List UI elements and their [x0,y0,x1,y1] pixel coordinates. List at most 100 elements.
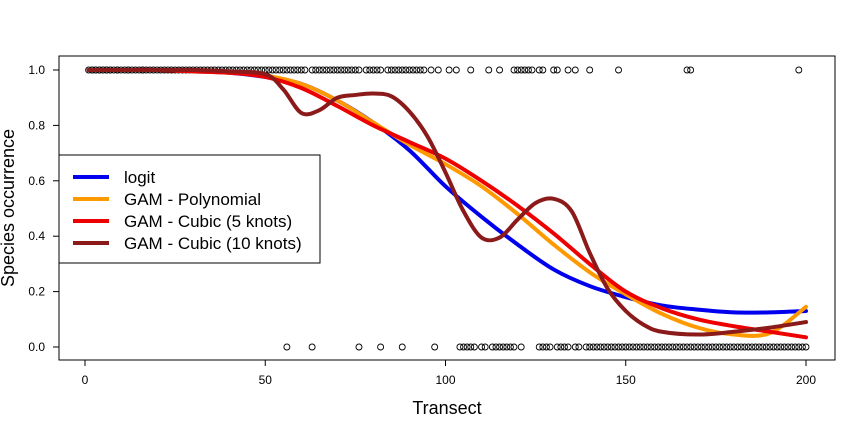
observation-point [301,66,309,74]
x-tick-label: 0 [82,373,89,387]
observation-point [290,66,298,74]
observation-point [629,343,637,351]
observation-point [687,66,695,74]
observation-point [406,66,413,74]
y-tick-label: 0.6 [28,174,45,188]
observation-point [456,343,464,351]
observation-point [618,343,626,351]
observation-point [564,66,572,74]
observation-point [297,66,305,74]
y-axis-title: Species occurrence [0,129,18,287]
observation-point [683,343,691,351]
observation-point [510,66,518,74]
observation-point [744,343,752,351]
observation-point [582,343,590,351]
y-tick-label: 1.0 [28,63,45,77]
observation-point [737,343,745,351]
observation-point [337,66,345,74]
observation-point [571,343,579,351]
observation-point [651,343,659,351]
observation-point [398,343,406,351]
observation-point [770,343,778,351]
observation-point [384,66,392,74]
observation-point [586,343,594,351]
observation-point [467,343,475,351]
observation-point [802,343,810,351]
observation-point [369,66,377,74]
observation-point [640,343,648,351]
observation-point [452,66,460,74]
observation-point [615,343,622,351]
observation-point [294,66,302,74]
observation-point [723,343,731,351]
observation-point [557,343,565,351]
observation-point [575,343,583,351]
observation-point [351,66,359,74]
observation-point [478,343,485,351]
observation-point [287,66,294,74]
observation-point [402,66,410,74]
observation-point [315,66,323,74]
observation-point [539,343,547,351]
observation-point [564,343,572,351]
observation-point [506,343,514,351]
observation-point [355,66,363,74]
observation-point [377,343,385,351]
observation-point [416,66,424,74]
observation-point [672,343,680,351]
observation-point [784,343,792,351]
observation-point [341,66,349,74]
observation-point [517,343,525,351]
observation-point [687,343,695,351]
x-tick-label: 50 [259,373,273,387]
observation-point [643,343,651,351]
observation-point [698,343,705,351]
observation-point [798,343,806,351]
y-tick-label: 0.0 [28,340,45,354]
observation-point [625,343,633,351]
observation-point [553,343,561,351]
observation-point [445,66,453,74]
observation-point [387,66,395,74]
observation-point [463,343,471,351]
observation-point [669,343,677,351]
observation-point [730,343,738,351]
observation-point [676,343,684,351]
observation-point [553,66,561,74]
observation-point [283,343,291,351]
observation-point [561,343,568,351]
observation-point [283,66,291,74]
observation-point [395,66,403,74]
observation-point [420,66,428,74]
legend-label: logit [124,168,155,187]
y-tick-label: 0.4 [28,229,45,243]
observation-point [748,343,756,351]
observation-point [496,343,504,351]
observation-point [344,66,352,74]
observation-point [726,343,734,351]
observation-point [571,66,579,74]
observation-point [488,343,496,351]
observation-point [517,66,525,74]
observation-point [705,343,713,351]
observation-point [539,66,547,74]
observation-point [427,66,435,74]
legend-label: GAM - Cubic (5 knots) [124,212,292,231]
observation-point [611,343,619,351]
observation-point [431,343,439,351]
observation-point [521,66,529,74]
legend: logit GAM - Polynomial GAM - Cubic (5 knot… [58,154,321,264]
observation-point [593,343,601,351]
observation-point [701,343,709,351]
observation-point [694,343,702,351]
observation-point [391,66,399,74]
observation-point [499,343,507,351]
observation-point [795,66,803,74]
observation-point [323,66,330,74]
observation-point [510,343,518,351]
observation-point [683,66,691,74]
observation-point [550,66,558,74]
observation-point [773,343,781,351]
observation-point [622,343,630,351]
